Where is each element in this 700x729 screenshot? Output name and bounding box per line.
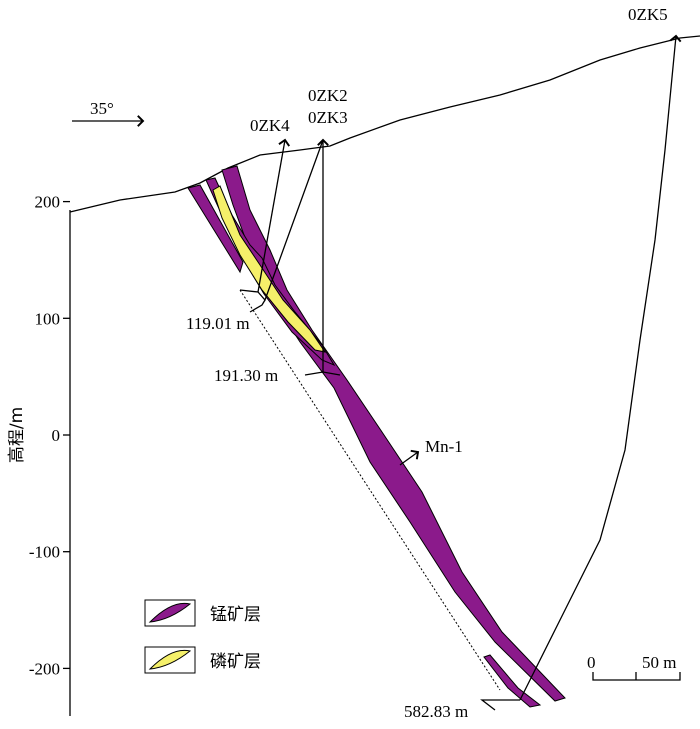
legend-box xyxy=(144,646,196,674)
legend-box xyxy=(144,599,196,627)
legend-label: 磷矿层 xyxy=(210,652,261,672)
y-tick-label: 100 xyxy=(35,309,61,328)
scale-label: 50 m xyxy=(642,653,676,672)
legend-swatch xyxy=(148,602,192,623)
y-tick-label: 0 xyxy=(52,426,61,445)
mn-layer xyxy=(483,654,542,708)
scale-label: 0 xyxy=(587,653,596,672)
borehole-label: 0ZK4 xyxy=(250,116,290,135)
y-tick-label: -200 xyxy=(29,659,60,678)
projection-line xyxy=(239,289,501,691)
depth-label: 582.83 m xyxy=(404,702,468,721)
borehole-label: 0ZK5 xyxy=(628,5,668,24)
borehole xyxy=(519,34,682,701)
depth-label: 119.01 m xyxy=(186,314,250,333)
orebody-label: Mn-1 xyxy=(425,437,463,456)
leader xyxy=(480,699,520,711)
mn-layer xyxy=(187,184,244,274)
mn-layer xyxy=(221,165,566,702)
p-layer xyxy=(212,185,327,353)
y-tick-label: 200 xyxy=(35,193,61,212)
borehole xyxy=(239,139,324,302)
depth-label: 191.30 m xyxy=(214,366,278,385)
ground-surface xyxy=(69,35,700,213)
borehole xyxy=(257,138,291,293)
legend-label: 锰矿层 xyxy=(210,605,261,625)
dip-label: 35° xyxy=(90,99,114,118)
legend-swatch xyxy=(148,649,192,670)
leader xyxy=(304,371,341,376)
y-tick-label: -100 xyxy=(29,543,60,562)
borehole-label: 0ZK2 xyxy=(308,86,348,105)
y-axis-label: 高程/m xyxy=(7,407,27,463)
borehole-label: 0ZK3 xyxy=(308,108,348,127)
leader xyxy=(249,299,266,313)
orebody-arrow xyxy=(399,449,420,466)
